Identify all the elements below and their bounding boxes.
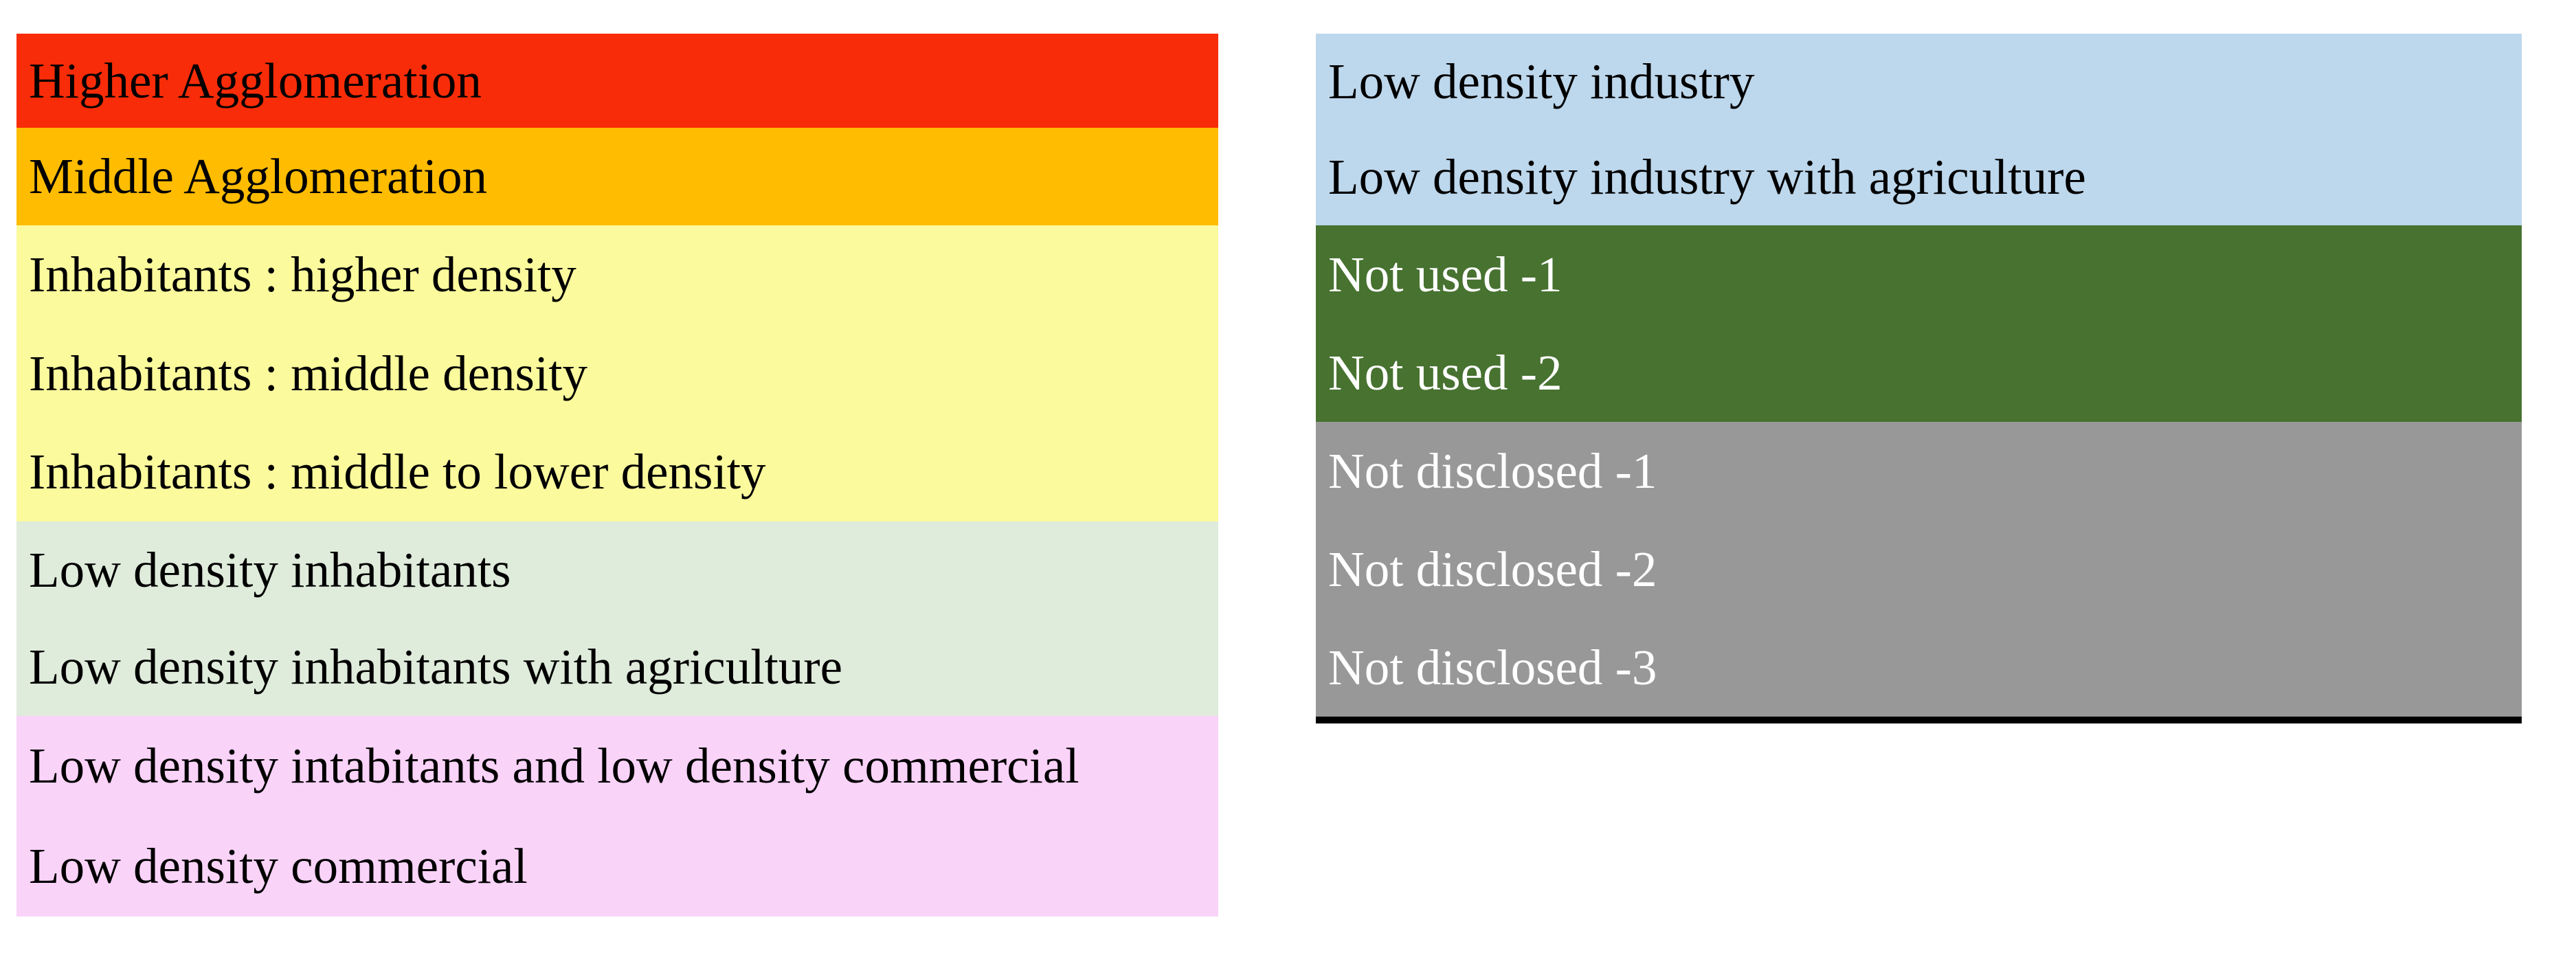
legend-item-low-density-commercial: Low density commercial — [29, 838, 528, 894]
legend-item-inhabitants-higher-density: Inhabitants : higher density — [29, 246, 576, 302]
legend-item-low-density-inhabitants-with-agriculture: Low density inhabitants with agriculture — [29, 639, 842, 695]
legend-item-low-density-intabitants-and-commercial: Low density intabitants and low density … — [29, 738, 1079, 794]
legend-section-middle-agglomeration: Middle Agglomeration — [16, 128, 1218, 225]
legend-item-higher-agglomeration: Higher Agglomeration — [29, 52, 482, 109]
legend-section-low-density-industry: Low density industry Low density industr… — [1316, 34, 2522, 225]
legend-item-not-disclosed-3: Not disclosed -3 — [1328, 639, 1657, 695]
legend-item-inhabitants-middle-density: Inhabitants : middle density — [29, 345, 588, 401]
legend-item-not-disclosed-1: Not disclosed -1 — [1328, 442, 1657, 499]
legend-column-right: Low density industry Low density industr… — [1316, 34, 2522, 723]
legend-section-not-disclosed: Not disclosed -1 Not disclosed -2 Not di… — [1316, 422, 2522, 723]
legend-item-not-used-1: Not used -1 — [1328, 246, 1563, 302]
legend-section-low-density-commercial: Low density intabitants and low density … — [16, 716, 1218, 917]
legend-column-left: Higher Agglomeration Middle Agglomeratio… — [16, 34, 1218, 917]
legend-section-inhabitants-density: Inhabitants : higher density Inhabitants… — [16, 225, 1218, 521]
legend-item-low-density-inhabitants: Low density inhabitants — [29, 541, 511, 598]
legend-section-higher-agglomeration: Higher Agglomeration — [16, 34, 1218, 128]
legend-section-low-density-inhabitants: Low density inhabitants Low density inha… — [16, 521, 1218, 716]
legend-item-middle-agglomeration: Middle Agglomeration — [29, 148, 488, 204]
legend-item-not-disclosed-2: Not disclosed -2 — [1328, 541, 1657, 597]
legend-item-not-used-2: Not used -2 — [1328, 344, 1563, 401]
legend-section-not-used: Not used -1 Not used -2 — [1316, 225, 2522, 422]
legend-item-low-density-industry-with-agriculture: Low density industry with agriculture — [1328, 149, 2086, 205]
legend-item-low-density-industry: Low density industry — [1328, 53, 1755, 109]
legend-item-inhabitants-middle-to-lower-density: Inhabitants : middle to lower density — [29, 444, 766, 500]
